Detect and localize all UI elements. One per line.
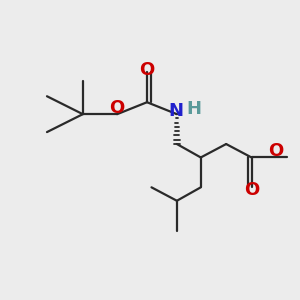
Text: O: O bbox=[140, 61, 154, 79]
Text: N: N bbox=[169, 102, 184, 120]
Text: O: O bbox=[268, 142, 283, 160]
Text: O: O bbox=[244, 181, 259, 199]
Text: H: H bbox=[187, 100, 202, 118]
Text: O: O bbox=[110, 99, 125, 117]
